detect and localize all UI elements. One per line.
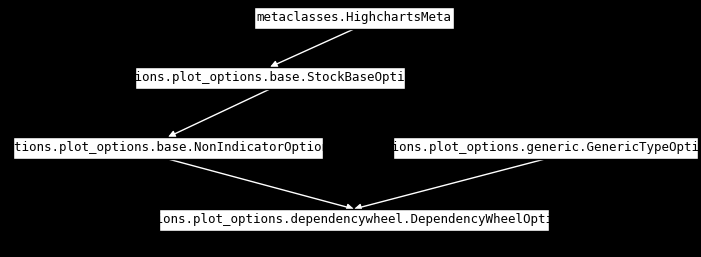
FancyBboxPatch shape [159,209,549,231]
FancyBboxPatch shape [254,7,454,29]
Text: options.plot_options.base.NonIndicatorOptions: options.plot_options.base.NonIndicatorOp… [0,142,336,154]
Text: options.plot_options.base.StockBaseOptions: options.plot_options.base.StockBaseOptio… [112,71,428,85]
FancyBboxPatch shape [135,67,405,89]
Text: metaclasses.HighchartsMeta: metaclasses.HighchartsMeta [257,12,451,24]
Text: options.plot_options.dependencywheel.DependencyWheelOptions: options.plot_options.dependencywheel.Dep… [132,214,576,226]
FancyBboxPatch shape [13,137,323,159]
Text: options.plot_options.generic.GenericTypeOptions: options.plot_options.generic.GenericType… [369,142,701,154]
FancyBboxPatch shape [393,137,697,159]
